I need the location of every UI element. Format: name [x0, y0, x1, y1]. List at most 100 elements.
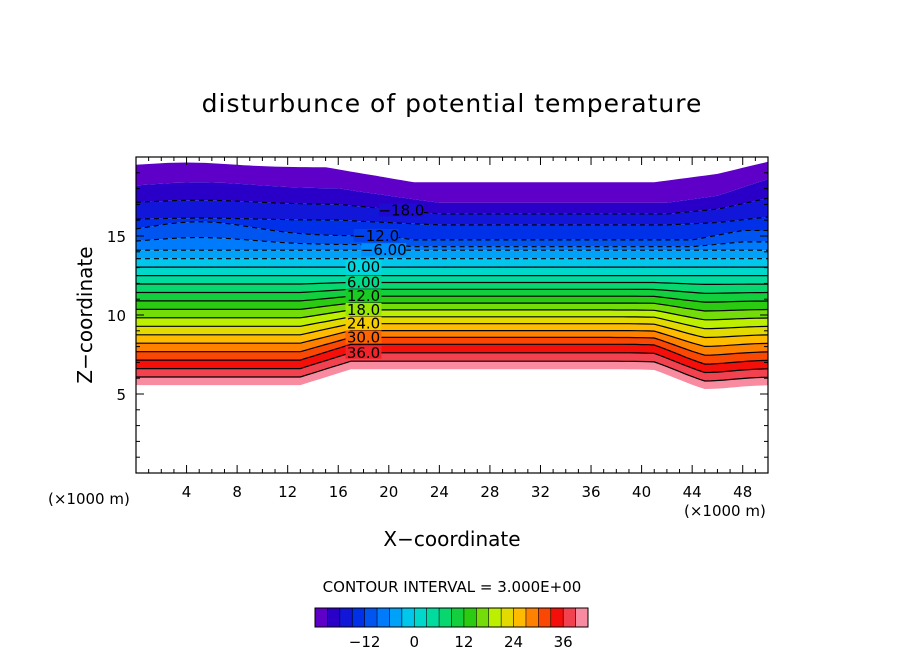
- contour-line: [136, 336, 768, 356]
- contour-line: [136, 288, 768, 294]
- colorbar-tick-label: −12: [349, 633, 381, 651]
- contour-label: −6.00: [361, 241, 407, 259]
- colorbar-swatch: [575, 608, 589, 627]
- colorbar-swatch: [401, 608, 415, 627]
- contour-band: [136, 282, 768, 294]
- colorbar-swatch: [463, 608, 477, 627]
- contour-line: [136, 360, 768, 382]
- contour-band: [136, 217, 768, 240]
- contour-line: [136, 295, 768, 303]
- contour-labels: −18.0 −12.0−6.000.006.0012.018.024.030.03…: [345, 201, 424, 362]
- colorbar-tick-label: 36: [554, 633, 573, 651]
- colorbar-tick-label: 24: [504, 633, 523, 651]
- colorbar-swatch: [339, 608, 353, 627]
- colorbar-swatch: [501, 608, 515, 627]
- contour-line: [136, 302, 768, 312]
- x-tick-label: 8: [232, 483, 242, 501]
- contour-band: [136, 258, 768, 268]
- contour-band: [136, 323, 768, 347]
- x-tick-label: 44: [683, 483, 702, 501]
- x-tick-label: 24: [430, 483, 449, 501]
- x-tick-label: 32: [531, 483, 550, 501]
- y-tick-label: 15: [107, 228, 126, 246]
- colorbar-swatch: [352, 608, 366, 627]
- colorbar-tick-label: 12: [454, 633, 473, 651]
- contour-band: [136, 221, 768, 247]
- colorbar-swatch: [513, 608, 527, 627]
- contour-line: [136, 237, 768, 248]
- colorbar-tick-label: 0: [409, 633, 419, 651]
- y-tick-label: 10: [107, 307, 126, 325]
- contour-label: −18.0: [378, 201, 424, 219]
- colorbar: [315, 608, 589, 627]
- colorbar-swatch: [377, 608, 390, 627]
- colorbar-swatch: [538, 608, 552, 627]
- contour-band: [136, 161, 768, 203]
- y-tick-label: 5: [116, 386, 126, 404]
- colorbar-swatch: [563, 608, 577, 627]
- colorbar-swatch: [364, 608, 378, 627]
- colorbar-swatch: [414, 608, 428, 627]
- contour-band: [136, 316, 768, 338]
- contour-line: [136, 323, 768, 339]
- colorbar-swatch: [426, 608, 440, 627]
- contour-band: [136, 303, 768, 320]
- contour-label: 18.0: [347, 301, 380, 319]
- x-tick-label: 20: [379, 483, 398, 501]
- colorbar-swatch: [315, 608, 328, 627]
- contour-lines: [136, 197, 768, 382]
- colorbar-swatch: [389, 608, 403, 627]
- contour-label: 30.0: [347, 328, 380, 346]
- y-axis-label: Z−coordinate: [73, 246, 97, 383]
- colorbar-swatch: [488, 608, 502, 627]
- contour-band: [136, 344, 768, 373]
- colorbar-swatch: [327, 608, 341, 627]
- contour-band: [136, 361, 768, 389]
- x-axis-label: X−coordinate: [383, 527, 520, 551]
- colorbar-ticks: −12 0 12 24 36: [349, 633, 573, 651]
- x-tick-label: 48: [733, 483, 752, 501]
- contour-line: [136, 281, 768, 285]
- contour-line: [136, 316, 768, 330]
- contour-band: [136, 330, 768, 356]
- chart-title: disturbunce of potential temperature: [202, 89, 703, 118]
- contour-label: −12.0: [353, 227, 399, 245]
- contour-line: [136, 343, 768, 365]
- contour-line: [136, 330, 768, 348]
- contour-interval-text: CONTOUR INTERVAL = 3.000E+00: [323, 578, 582, 596]
- contour-band: [136, 352, 768, 381]
- contour-label: 6.00: [347, 273, 380, 291]
- contour-label: 24.0: [347, 315, 380, 333]
- contour-line: [136, 352, 768, 374]
- contour-line: [136, 197, 768, 215]
- x-tick-label: 36: [581, 483, 600, 501]
- colorbar-swatch: [451, 608, 465, 627]
- contour-band: [136, 237, 768, 251]
- colorbar-swatch: [525, 608, 539, 627]
- contour-line: [136, 221, 768, 241]
- contour-line: [136, 216, 768, 226]
- colorbar-swatch: [550, 608, 564, 627]
- x-tick-label: 40: [632, 483, 651, 501]
- contour-line: [136, 309, 768, 321]
- y-unit-label: (×1000 m): [48, 490, 130, 508]
- x-tick-label: 4: [182, 483, 192, 501]
- contour-band: [136, 179, 768, 214]
- colorbar-frame: [314, 607, 589, 628]
- contour-band: [136, 198, 768, 225]
- contour-label: 36.0: [347, 344, 380, 362]
- x-tick-label: 28: [480, 483, 499, 501]
- contour-label: 12.0: [347, 287, 380, 305]
- colorbar-swatch: [439, 608, 452, 627]
- contour-band: [136, 267, 768, 276]
- x-unit-label: (×1000 m): [684, 502, 766, 520]
- contour-band: [136, 296, 768, 311]
- contour-band: [136, 309, 768, 329]
- x-tick-label: 16: [329, 483, 348, 501]
- contour-label: 0.00: [347, 258, 380, 276]
- contour-band: [136, 250, 768, 259]
- colorbar-swatch: [476, 608, 490, 627]
- x-tick-label: 12: [278, 483, 297, 501]
